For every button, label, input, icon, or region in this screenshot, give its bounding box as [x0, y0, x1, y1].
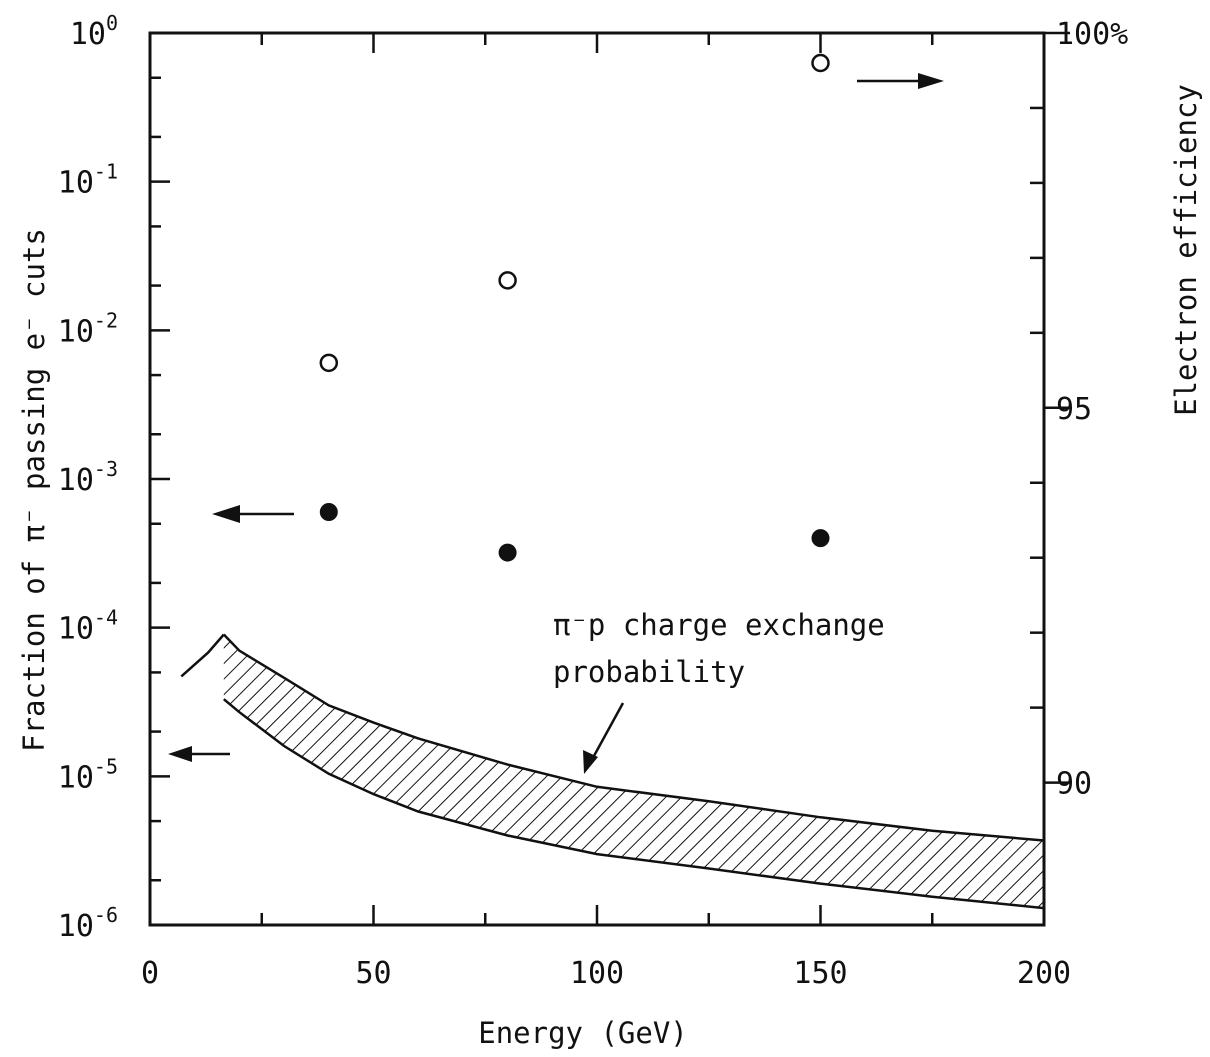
y-left-tick-label: 100 [70, 11, 118, 52]
charge-exchange-band [180, 633, 1044, 910]
x-tick-label: 150 [793, 956, 847, 991]
filled-circle-point [498, 543, 517, 562]
left-axis-arrow-filled [212, 505, 294, 523]
x-tick-label: 200 [1017, 956, 1071, 991]
open-circle-point [498, 271, 517, 290]
annotation-line-1: π⁻p charge exchange [553, 608, 885, 642]
data-points [319, 53, 830, 562]
open-circle-point [319, 353, 339, 373]
y-left-tick-exponent: -3 [94, 457, 118, 481]
y-right-tick-label: 95 [1056, 392, 1092, 427]
y-axis-right: 100% 95 90 [1030, 17, 1128, 802]
y-left-tick-base: 10 [58, 314, 94, 349]
annotation-line-2: probability [553, 655, 745, 689]
y-right-tick-label: 90 [1056, 767, 1092, 802]
y-left-tick-label: 10-6 [58, 903, 118, 944]
y-left-tick-base: 10 [58, 760, 94, 795]
y-left-tick-exponent: 0 [106, 11, 118, 35]
y-left-tick-base: 10 [58, 463, 94, 498]
x-tick-label: 50 [355, 956, 391, 991]
y-left-tick-exponent: -6 [94, 903, 118, 927]
y-left-tick-label: 10-3 [58, 457, 118, 498]
x-tick-label: 0 [141, 956, 159, 991]
y-left-tick-exponent: -2 [94, 308, 118, 332]
band-left-extension [180, 633, 225, 678]
y-axis-right-title: Electron efficiency [1169, 84, 1203, 416]
y-left-tick-base: 10 [58, 909, 94, 944]
y-left-tick-label: 10-5 [58, 754, 118, 795]
y-left-tick-exponent: -1 [94, 160, 118, 184]
y-left-tick-exponent: -5 [94, 754, 118, 778]
left-axis-arrow-band [168, 746, 230, 762]
y-left-tick-exponent: -4 [94, 606, 118, 630]
right-axis-arrow [857, 73, 944, 89]
band-lower-edge [222, 698, 1044, 910]
y-left-tick-base: 10 [58, 612, 94, 647]
band-upper-edge [222, 633, 1044, 842]
filled-circle-point [811, 529, 830, 548]
x-tick-label: 100 [570, 956, 624, 991]
y-left-tick-label: 10-1 [58, 160, 118, 201]
y-right-tick-label: 100% [1056, 17, 1128, 52]
filled-circle-point [319, 502, 338, 521]
y-left-tick-base: 10 [70, 17, 106, 52]
open-circle-point [811, 53, 830, 73]
y-left-tick-label: 10-4 [58, 606, 118, 647]
y-left-tick-base: 10 [58, 166, 94, 201]
x-axis-title: Energy (GeV) [478, 1016, 688, 1050]
band-hatch-fill [223, 634, 1044, 909]
x-axis: 0 50 100 150 200 [141, 33, 1071, 991]
y-axis-left-title: Fraction of π⁻ passing e⁻ cuts [17, 228, 51, 752]
y-left-tick-label: 10-2 [58, 308, 118, 349]
annotation-arrow [583, 702, 625, 774]
